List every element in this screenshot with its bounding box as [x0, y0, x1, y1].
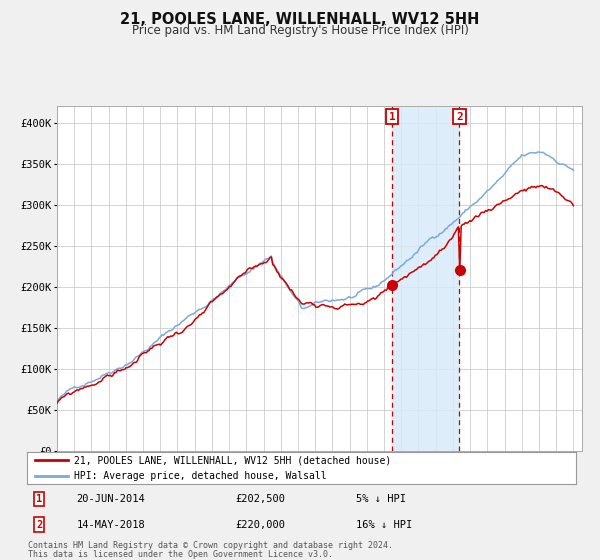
Text: 21, POOLES LANE, WILLENHALL, WV12 5HH: 21, POOLES LANE, WILLENHALL, WV12 5HH [121, 12, 479, 27]
Text: 16% ↓ HPI: 16% ↓ HPI [356, 520, 413, 530]
Bar [392, 106, 460, 451]
Text: 2: 2 [36, 520, 42, 530]
Text: 14-MAY-2018: 14-MAY-2018 [76, 520, 145, 530]
Text: 1: 1 [36, 494, 42, 504]
Text: This data is licensed under the Open Government Licence v3.0.: This data is licensed under the Open Gov… [28, 550, 333, 559]
Text: 20-JUN-2014: 20-JUN-2014 [76, 494, 145, 504]
Text: 21, POOLES LANE, WILLENHALL, WV12 5HH (detached house): 21, POOLES LANE, WILLENHALL, WV12 5HH (d… [74, 455, 391, 465]
Text: Contains HM Land Registry data © Crown copyright and database right 2024.: Contains HM Land Registry data © Crown c… [28, 541, 393, 550]
Text: 1: 1 [389, 111, 395, 122]
Text: £202,500: £202,500 [236, 494, 286, 504]
Text: 2: 2 [456, 111, 463, 122]
Text: 5% ↓ HPI: 5% ↓ HPI [356, 494, 406, 504]
Text: Price paid vs. HM Land Registry's House Price Index (HPI): Price paid vs. HM Land Registry's House … [131, 24, 469, 36]
Text: HPI: Average price, detached house, Walsall: HPI: Average price, detached house, Wals… [74, 472, 326, 481]
Text: £220,000: £220,000 [236, 520, 286, 530]
